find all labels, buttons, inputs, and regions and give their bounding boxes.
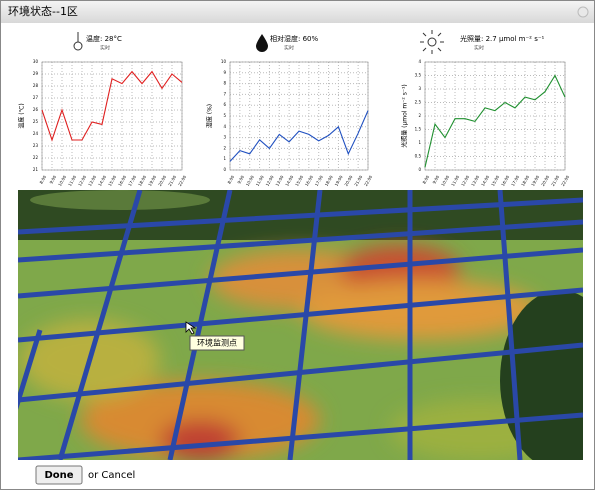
y-tick-label: 24 <box>33 131 39 136</box>
chart-title: 光照量: 2.7 μmol m⁻² s⁻¹ <box>460 34 545 43</box>
chart-title: 温度: 28°C <box>86 34 122 43</box>
cancel-link[interactable]: or Cancel <box>88 470 135 481</box>
y-axis-label: 光照量 (μmol m⁻² s⁻¹) <box>401 84 409 148</box>
y-tick-label: 28 <box>33 83 39 88</box>
dialog: 环境状态--1区 环境监测点 Done or Cancel 温度: 28°C 实时… <box>0 0 595 490</box>
chart-title: 相对湿度: 60% <box>270 34 318 43</box>
y-tick-label: 27 <box>33 95 39 100</box>
chart-subtitle: 实时 <box>284 45 294 52</box>
chart-subtitle: 实时 <box>100 45 110 52</box>
y-tick-label: 29 <box>33 71 39 76</box>
y-tick-label: 30 <box>33 59 39 64</box>
y-tick-label: 2.5 <box>415 100 422 105</box>
chart-subtitle: 实时 <box>474 45 484 52</box>
y-tick-label: 26 <box>33 107 39 112</box>
y-tick-label: 0.5 <box>415 154 422 159</box>
y-axis-label: 温度 (℃) <box>18 103 26 128</box>
y-tick-label: 10 <box>221 59 227 64</box>
y-tick-label: 21 <box>33 167 39 172</box>
done-label[interactable]: Done <box>44 470 73 481</box>
y-tick-label: 1.5 <box>415 127 422 132</box>
page: 环境状态--1区 环境监测点 Done or Cancel 温度: 28°C 实时… <box>0 0 595 490</box>
y-axis-label: 湿度 (%) <box>206 104 214 128</box>
window-title: 环境状态--1区 <box>8 4 78 18</box>
y-tick-label: 23 <box>33 143 39 148</box>
tooltip: 环境监测点 <box>197 338 237 348</box>
y-tick-label: 22 <box>33 155 39 160</box>
close-button[interactable] <box>578 7 588 17</box>
y-tick-label: 25 <box>33 119 39 124</box>
aerial-map <box>0 190 595 470</box>
title-bar <box>1 1 594 23</box>
y-tick-label: 3.5 <box>415 73 422 78</box>
